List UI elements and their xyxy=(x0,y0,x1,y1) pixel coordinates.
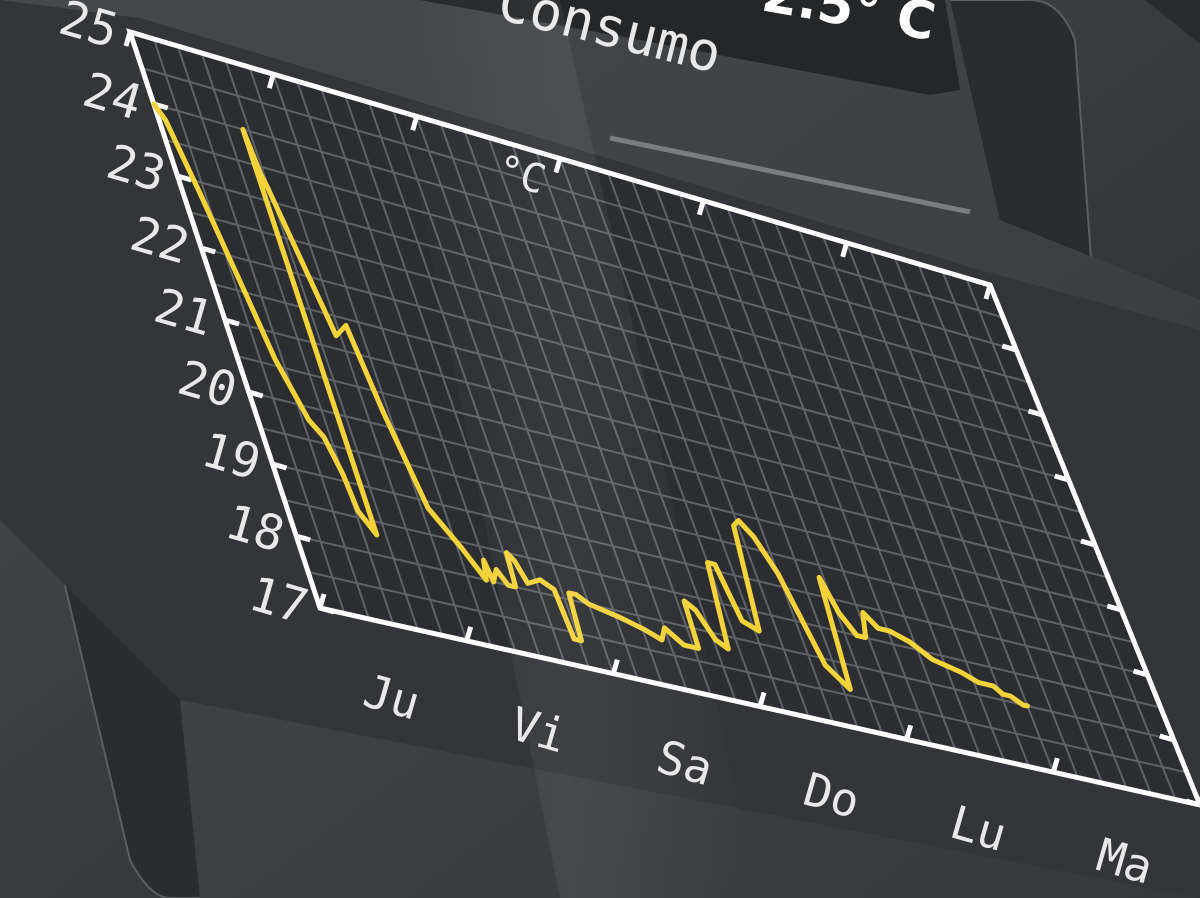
x-axis-tick-top xyxy=(840,242,850,258)
x-axis-tick-bottom xyxy=(757,691,767,708)
grid-line-horizontal xyxy=(307,571,1188,774)
x-axis-tick-top xyxy=(983,284,993,300)
y-axis-tick xyxy=(271,461,288,471)
plot-background xyxy=(130,32,1200,805)
y-axis-tick-right xyxy=(1054,473,1070,483)
unit-separator-line xyxy=(609,135,971,215)
x-axis-tick-top xyxy=(696,199,706,216)
grid-line-horizontal xyxy=(236,355,1109,579)
x-axis-tick-top xyxy=(123,31,133,47)
y-axis-tick xyxy=(224,317,240,327)
grid-line-horizontal xyxy=(248,391,1122,611)
y-axis-tick-right xyxy=(1185,798,1200,808)
y-axis-tick xyxy=(295,533,311,543)
screen-glare xyxy=(380,0,760,898)
x-axis-tick-top xyxy=(266,73,276,89)
y-axis-tick xyxy=(248,389,264,399)
x-axis-tick-bottom xyxy=(464,626,474,642)
x-axis-tick-bottom xyxy=(904,724,914,741)
grid-line-horizontal xyxy=(224,319,1096,546)
y-axis-tick-right xyxy=(1001,343,1017,353)
grid-line-horizontal xyxy=(284,499,1161,709)
y-axis-tick-right xyxy=(1027,408,1044,418)
y-axis-tick-right xyxy=(1132,668,1149,678)
y-axis-tick-right xyxy=(1080,538,1096,548)
y-axis-tick-right xyxy=(1106,603,1122,613)
y-axis-tick xyxy=(176,173,193,183)
y-axis-tick xyxy=(200,245,216,255)
y-axis-tick-right xyxy=(1159,733,1175,743)
x-axis-tick-bottom xyxy=(1050,757,1060,773)
x-axis-tick-bottom xyxy=(317,593,327,609)
